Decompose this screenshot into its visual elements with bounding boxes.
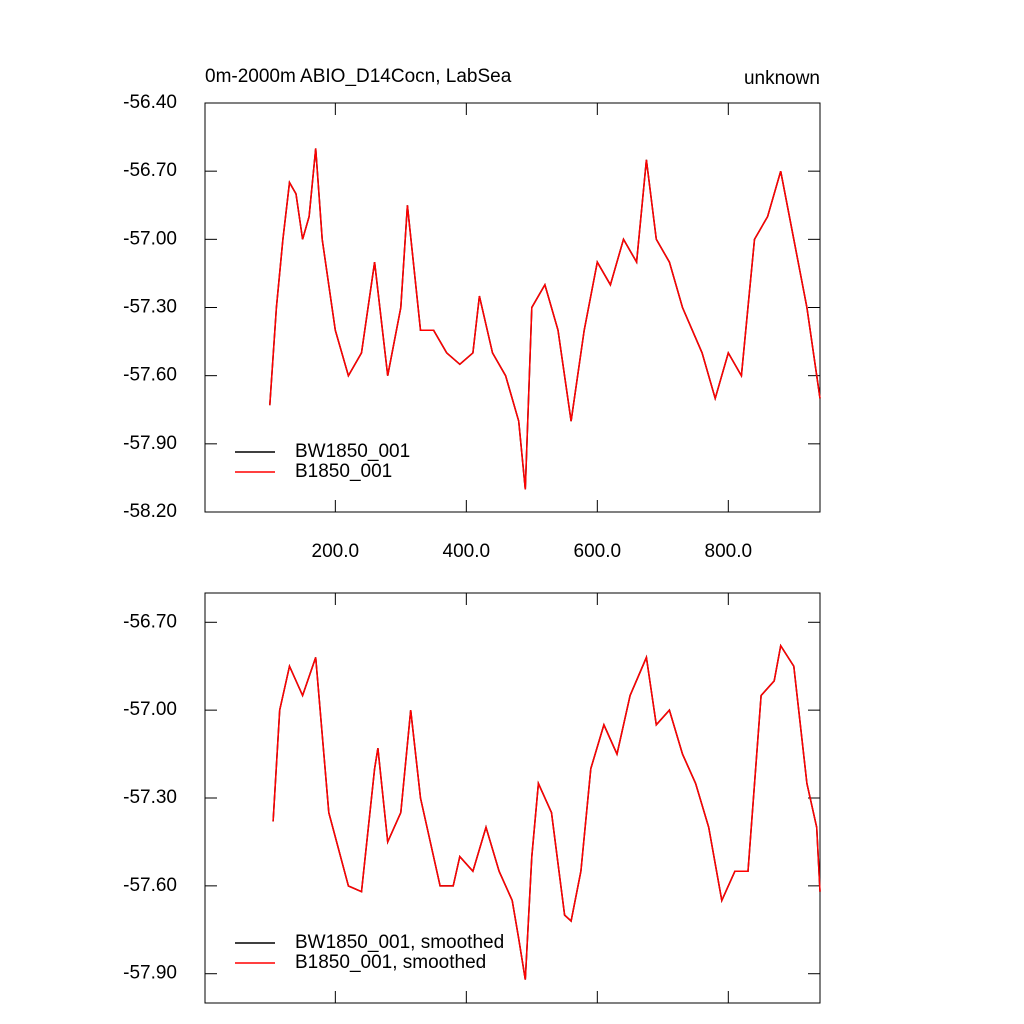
x-tick-label: 600.0 (574, 541, 622, 562)
x-tick-label: 400.0 (443, 541, 491, 562)
y-tick-label: -57.00 (123, 228, 177, 249)
chart-subtitle: unknown (744, 68, 820, 89)
plot-frame (204, 102, 821, 513)
y-tick-label: -57.60 (123, 365, 177, 386)
legend-label: BW1850_001 (295, 441, 410, 462)
plot-frame (204, 592, 821, 1004)
y-tick-label: -57.60 (123, 875, 177, 896)
y-tick-label: -57.90 (123, 963, 177, 984)
y-tick-label: -57.30 (123, 787, 177, 808)
y-tick-label: -58.20 (123, 501, 177, 522)
legend-label: BW1850_001, smoothed (295, 932, 504, 953)
legend-label: B1850_001 (295, 461, 392, 482)
data-line (269, 148, 821, 490)
data-line (272, 643, 821, 980)
data-line (272, 643, 821, 980)
y-tick-label: -56.70 (123, 611, 177, 632)
y-tick-label: -57.90 (123, 433, 177, 454)
data-line (269, 148, 821, 490)
legend-label: B1850_001, smoothed (295, 952, 486, 973)
x-tick-label: 800.0 (705, 541, 753, 562)
y-tick-label: -57.00 (123, 699, 177, 720)
chart-title: 0m-2000m ABIO_D14Cocn, LabSea (205, 66, 512, 87)
x-tick-label: 200.0 (312, 541, 360, 562)
y-tick-label: -57.30 (123, 297, 177, 318)
y-tick-label: -56.40 (123, 92, 177, 113)
y-tick-label: -56.70 (123, 160, 177, 181)
